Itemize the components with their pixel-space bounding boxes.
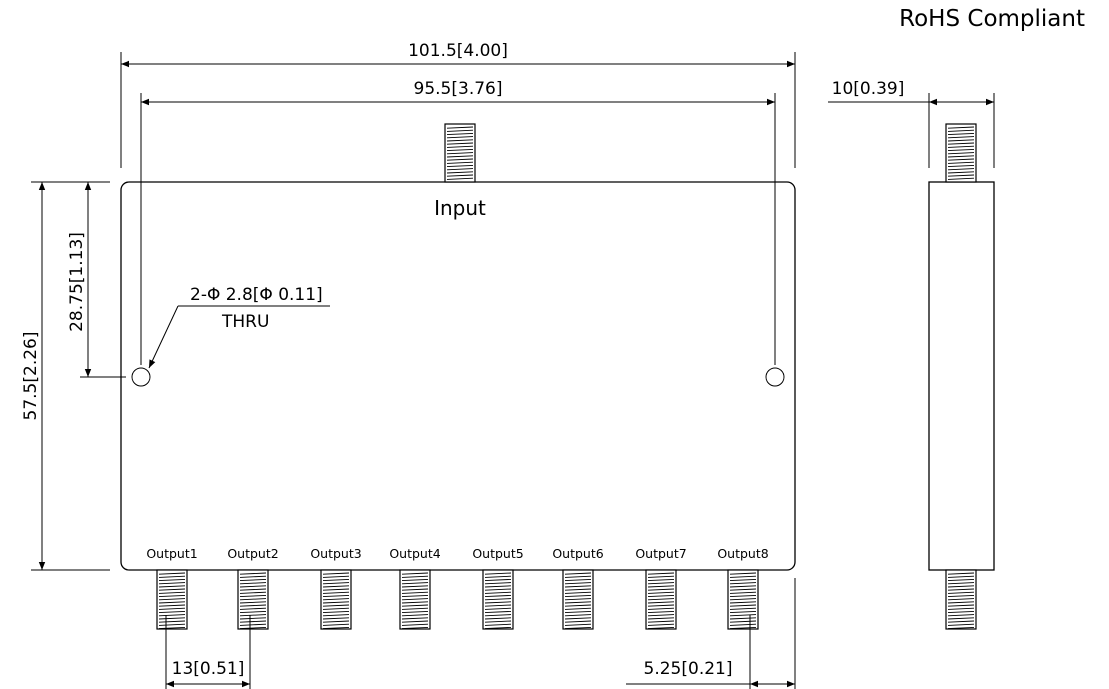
side-view: 10[0.39] (828, 79, 995, 630)
edge-offset-text: 5.25[0.21] (644, 659, 733, 679)
hole-spacing-text: 95.5[3.76] (414, 79, 503, 99)
input-label: Input (434, 196, 486, 220)
output-connector-4 (399, 569, 431, 630)
dim-overall-length: 101.5[4.00] (120, 41, 796, 168)
dim-overall-width: 57.5[2.26] (21, 181, 110, 571)
output-connector-6 (562, 569, 594, 630)
output-connector-3 (320, 569, 352, 630)
output-label-8: Output8 (717, 546, 768, 561)
mounting-hole-left (131, 367, 151, 387)
output-connector-8 (727, 569, 759, 630)
dim-edge-offset: 5.25[0.21] (626, 578, 796, 689)
side-connector-bottom (945, 569, 977, 630)
rohs-label: RoHS Compliant (899, 6, 1085, 32)
output-connectors (156, 569, 759, 630)
output-connector-1 (156, 569, 188, 630)
input-connector-body (444, 123, 476, 183)
output-label-7: Output7 (635, 546, 686, 561)
hole-note: 2-Φ 2.8[Φ 0.11] THRU (148, 285, 330, 369)
output-label-3: Output3 (310, 546, 361, 561)
overall-width-text: 57.5[2.26] (21, 332, 41, 421)
splitter-body (120, 181, 796, 571)
dim-output-pitch: 13[0.51] (165, 615, 251, 689)
side-connector-top (945, 123, 977, 183)
dim-hole-offset: 28.75[1.13] (67, 182, 126, 378)
output-labels: Output1 Output2 Output3 Output4 Output5 … (146, 546, 768, 561)
output-connector-2 (237, 569, 269, 630)
output-label-4: Output4 (389, 546, 440, 561)
hole-note-line2: THRU (221, 312, 269, 332)
output-label-6: Output6 (552, 546, 603, 561)
thickness-text: 10[0.39] (832, 79, 905, 99)
top-view: Input 2-Φ 2.8[Φ 0.11] THRU Output1 Outpu… (120, 123, 796, 630)
mounting-hole-right (765, 367, 785, 387)
output-label-1: Output1 (146, 546, 197, 561)
input-connector (444, 123, 476, 183)
output-label-2: Output2 (227, 546, 278, 561)
output-pitch-text: 13[0.51] (172, 659, 245, 679)
side-body (928, 181, 995, 571)
overall-length-text: 101.5[4.00] (408, 41, 508, 61)
output-connector-7 (645, 569, 677, 630)
hole-offset-text: 28.75[1.13] (67, 232, 87, 332)
side-connectors (945, 123, 977, 630)
output-connector-5 (482, 569, 514, 630)
output-label-5: Output5 (472, 546, 523, 561)
hole-note-line1: 2-Φ 2.8[Φ 0.11] (190, 285, 323, 305)
dim-hole-spacing: 95.5[3.76] (140, 79, 776, 365)
